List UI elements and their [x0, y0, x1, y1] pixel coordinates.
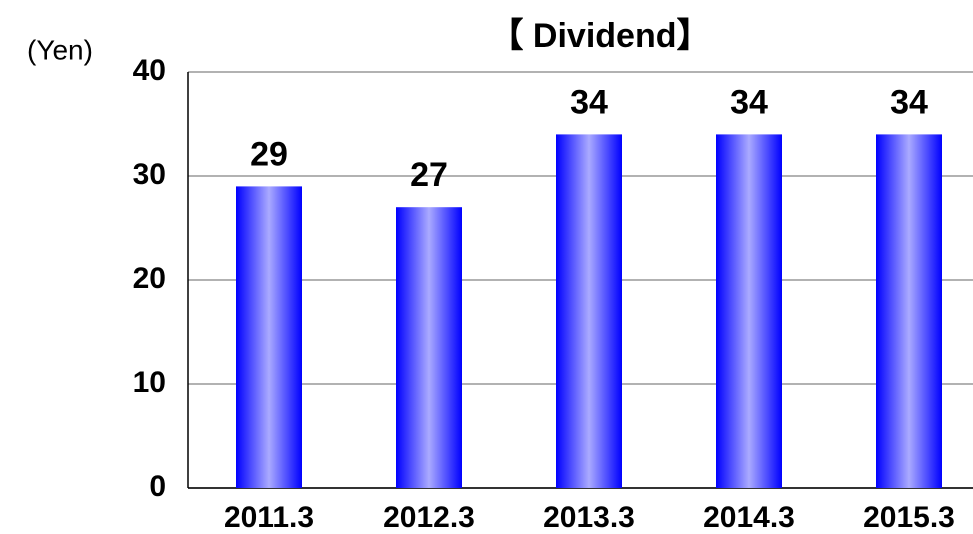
data-label: 34	[890, 83, 928, 121]
y-tick-label: 30	[133, 158, 166, 191]
data-label: 34	[570, 83, 608, 121]
data-label: 34	[730, 83, 768, 121]
y-tick-label: 0	[149, 470, 166, 503]
x-tick-label: 2013.3	[543, 501, 635, 534]
x-tick-label: 2014.3	[703, 501, 795, 534]
x-tick-label: 2015.3	[863, 501, 955, 534]
y-tick-label: 40	[133, 54, 166, 87]
y-tick-label: 20	[133, 262, 166, 295]
data-label: 27	[410, 156, 448, 194]
bar	[556, 134, 622, 488]
chart-title: 【 Dividend】	[489, 17, 710, 55]
y-tick-label: 10	[133, 366, 166, 399]
bar	[236, 186, 302, 488]
bar	[716, 134, 782, 488]
x-tick-label: 2011.3	[224, 501, 314, 534]
y-axis-label: (Yen)	[27, 34, 93, 65]
data-label: 29	[250, 135, 288, 173]
bar	[876, 134, 942, 488]
x-tick-label: 2012.3	[383, 501, 475, 534]
bar	[396, 207, 462, 488]
